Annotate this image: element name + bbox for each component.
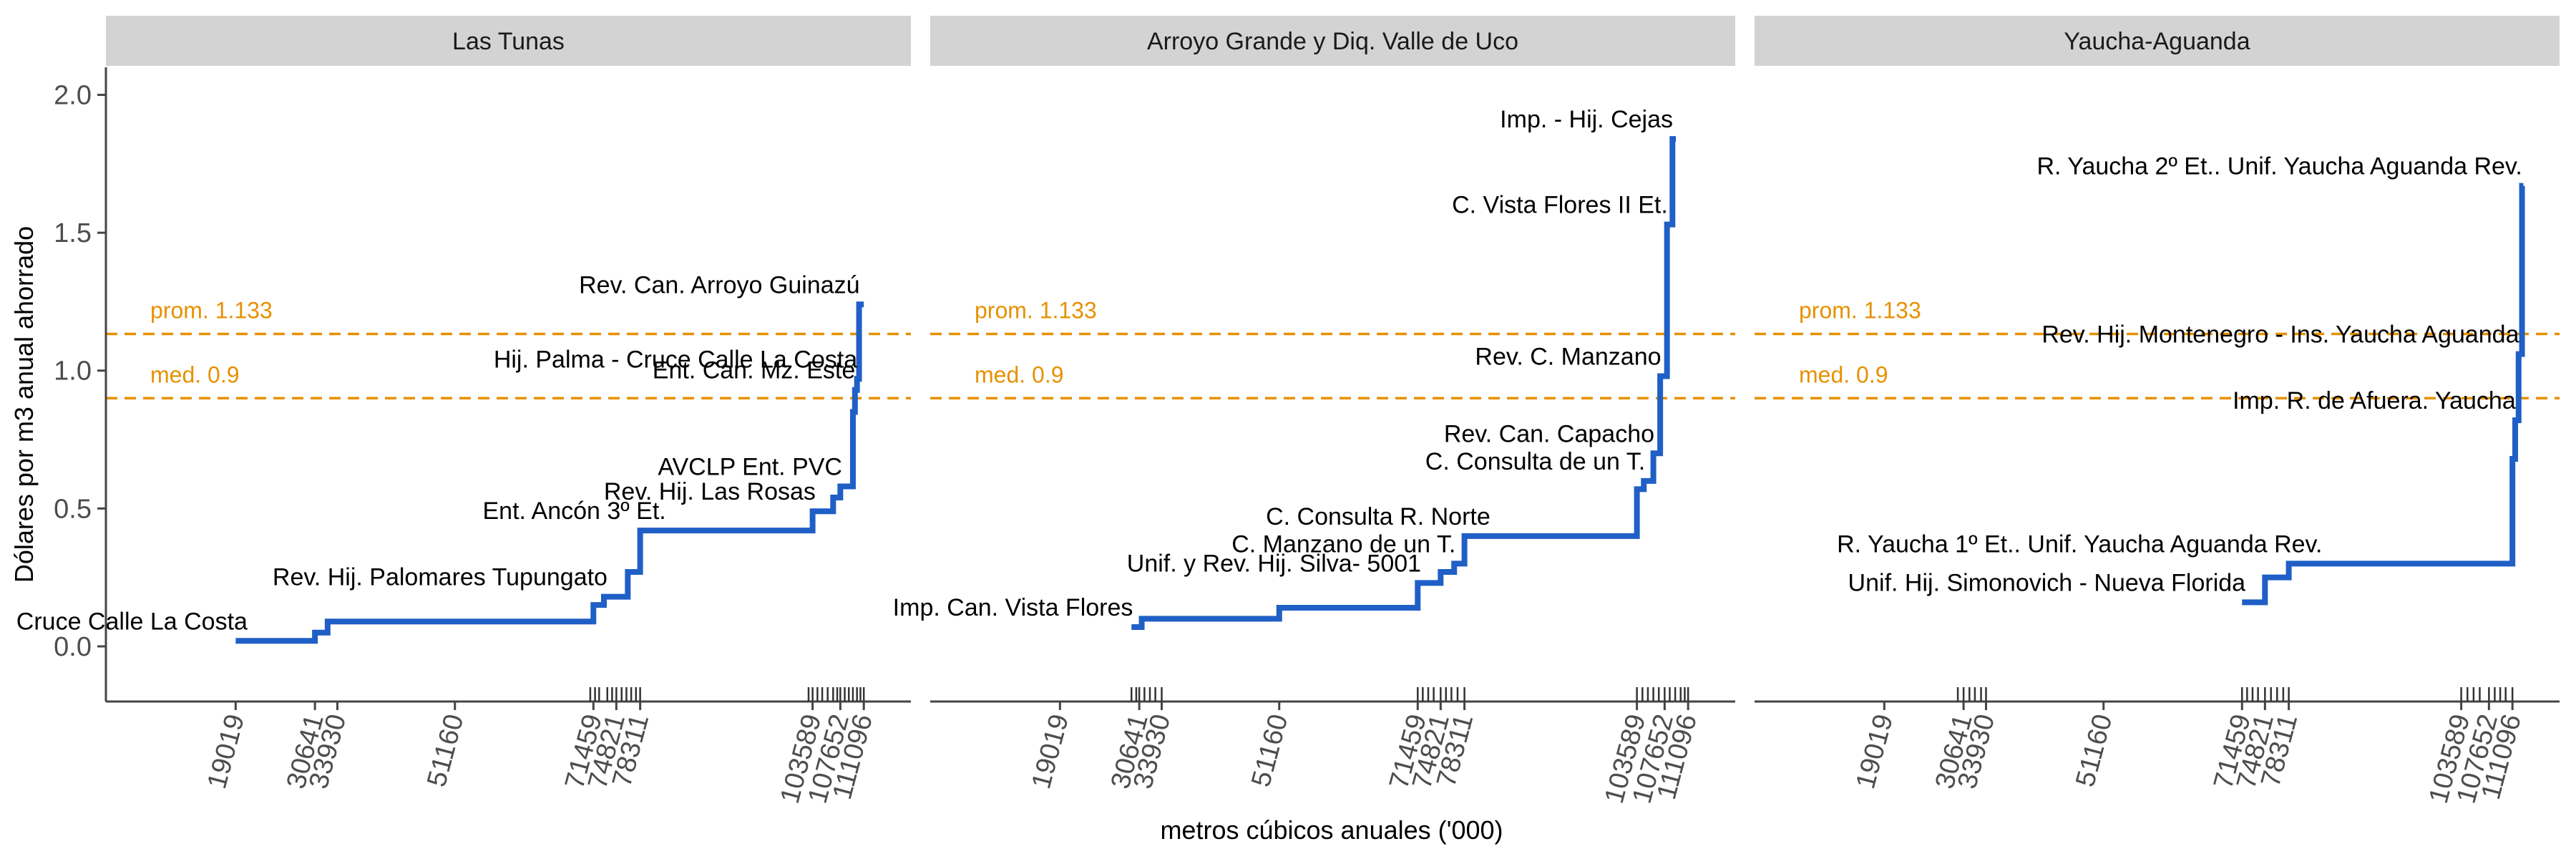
y-tick-label: 2.0 bbox=[54, 81, 92, 111]
panel-title: Yaucha-Aguanda bbox=[2064, 28, 2250, 55]
step-label: Ent. Can. Mz. Este bbox=[653, 357, 855, 384]
x-tick-label: 51160 bbox=[1246, 711, 1294, 790]
step-label: Rev. Can. Arroyo Guinazú bbox=[579, 271, 859, 299]
step-label: R. Yaucha 2º Et.. Unif. Yaucha Aguanda R… bbox=[2036, 153, 2522, 180]
step-label: Imp. R. de Afuera. Yaucha bbox=[2233, 387, 2516, 414]
x-tick-label: 19019 bbox=[1026, 711, 1075, 792]
y-axis: 0.0 0.5 1.0 1.5 2.0 bbox=[54, 67, 107, 702]
step-label: Imp. Can. Vista Flores bbox=[893, 594, 1133, 621]
step-label: Imp. - Hij. Cejas bbox=[1500, 106, 1673, 133]
panel-title: Arroyo Grande y Diq. Valle de Uco bbox=[1147, 28, 1518, 55]
step-label: C. Consulta R. Norte bbox=[1266, 503, 1491, 530]
x-tick-label: 51160 bbox=[2070, 711, 2118, 790]
y-tick-label: 1.0 bbox=[54, 356, 92, 387]
step-line bbox=[235, 301, 864, 644]
step-label: Rev. Hij. Montenegro - Ins. Yaucha Aguan… bbox=[2041, 321, 2519, 349]
x-tick-label: 51160 bbox=[421, 711, 469, 790]
x-axis-title: metros cúbicos anuales ('000) bbox=[1160, 815, 1503, 845]
panel-strip bbox=[106, 16, 911, 66]
x-tick-label: 19019 bbox=[1850, 711, 1899, 792]
reference-label: prom. 1.133 bbox=[975, 298, 1097, 324]
step-label: Rev. Hij. Palomares Tupungato bbox=[273, 564, 608, 591]
reference-label: prom. 1.133 bbox=[1799, 298, 1921, 324]
reference-label: med. 0.9 bbox=[150, 361, 240, 387]
step-label: C. Vista Flores II Et. bbox=[1452, 192, 1668, 219]
y-axis-title: Dólares por m3 anual ahorrado bbox=[9, 226, 39, 583]
panel-title: Las Tunas bbox=[452, 28, 565, 55]
reference-label: med. 0.9 bbox=[1799, 361, 1888, 387]
y-tick-label: 0.5 bbox=[54, 494, 92, 524]
step-line bbox=[1131, 136, 1677, 630]
step-label: Rev. Hij. Las Rosas bbox=[604, 478, 816, 505]
step-label: Ent. Ancón 3º Et. bbox=[483, 498, 666, 525]
step-label: R. Yaucha 1º Et.. Unif. Yaucha Aguanda R… bbox=[1837, 530, 2322, 558]
reference-label: prom. 1.133 bbox=[150, 298, 273, 324]
step-label: Unif. Hij. Simonovich - Nueva Florida bbox=[1848, 569, 2246, 596]
step-label: C. Manzano de un T. bbox=[1231, 530, 1455, 558]
panel-strip bbox=[1755, 16, 2560, 66]
panel-strip bbox=[930, 16, 1735, 66]
step-label: Rev. Can. Capacho bbox=[1444, 420, 1654, 447]
x-tick-label: 19019 bbox=[202, 711, 250, 792]
step-line bbox=[2242, 183, 2525, 606]
step-label: Rev. C. Manzano bbox=[1475, 343, 1661, 370]
step-label: AVCLP Ent. PVC bbox=[658, 454, 842, 481]
step-label: Unif. y Rev. Hij. Silva- 5001 bbox=[1127, 550, 1421, 577]
step-label: Hij. Palma - Cruce Calle La Costa bbox=[494, 346, 857, 373]
y-tick-label: 0.0 bbox=[54, 632, 92, 662]
reference-label: med. 0.9 bbox=[975, 361, 1064, 387]
step-label: C. Consulta de un T. bbox=[1425, 448, 1645, 475]
step-label: Cruce Calle La Costa bbox=[16, 608, 248, 635]
y-tick-label: 1.5 bbox=[54, 218, 92, 248]
